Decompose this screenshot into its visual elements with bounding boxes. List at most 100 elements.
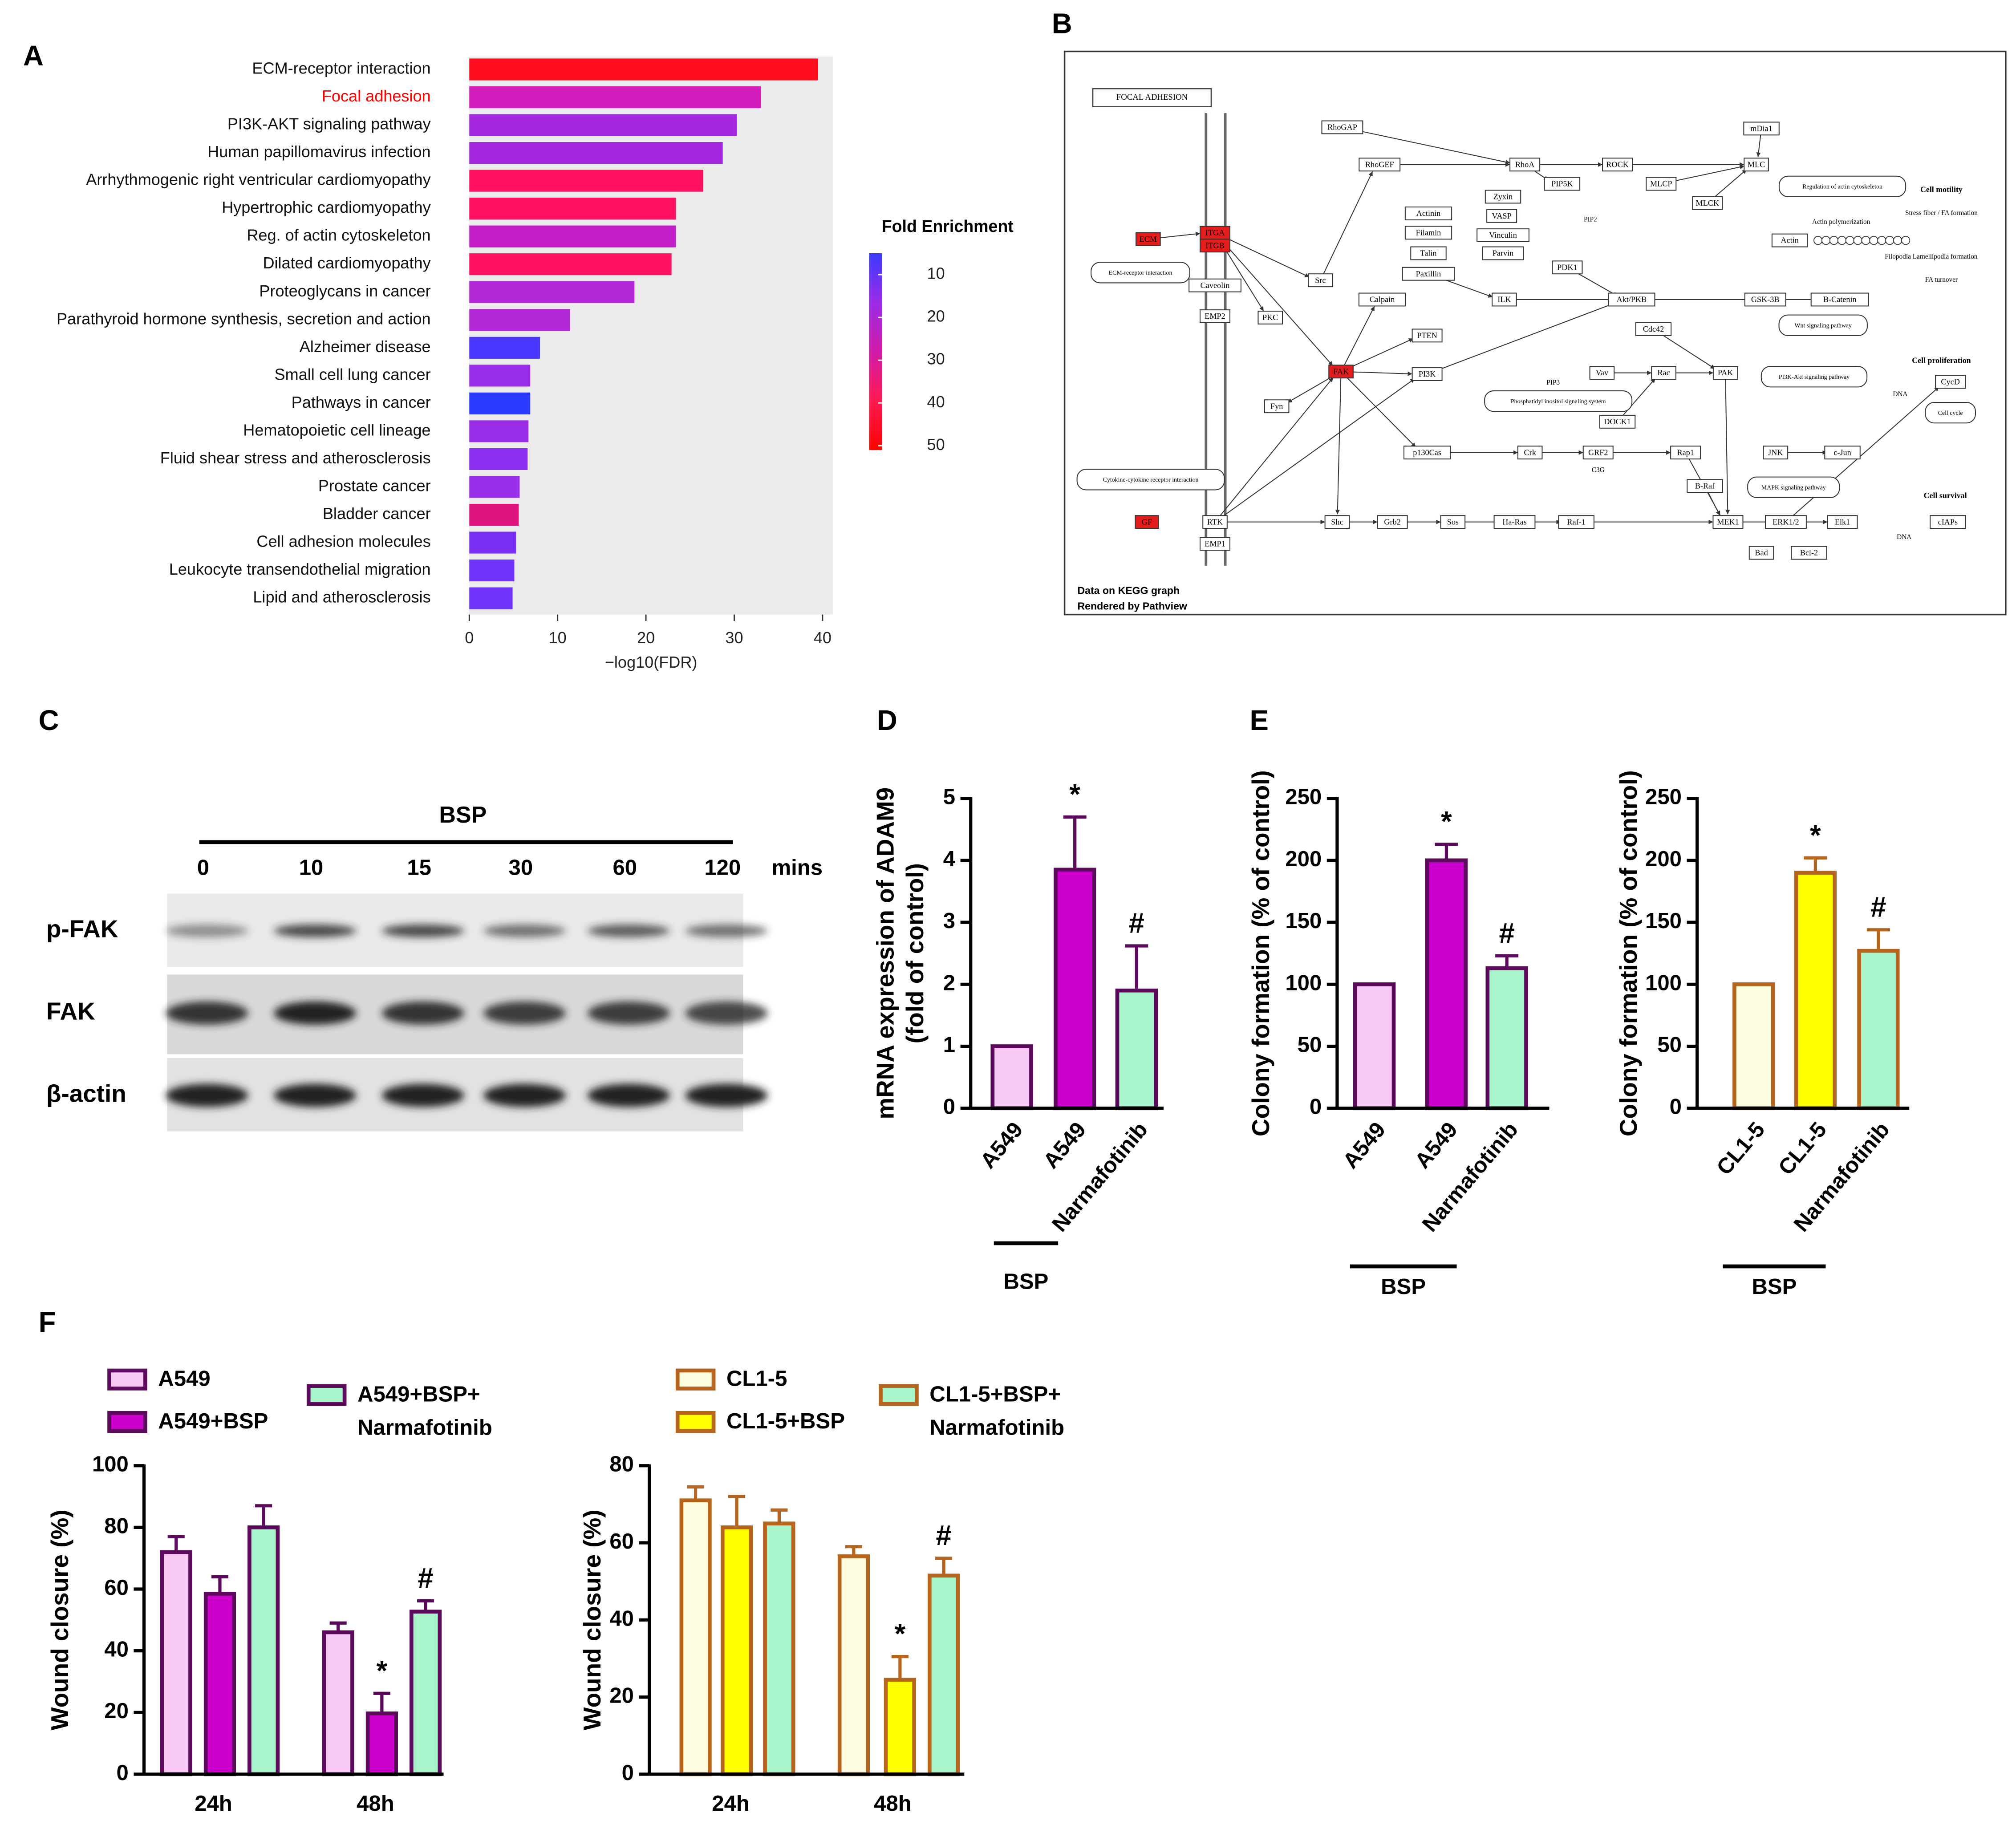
gene-box — [1377, 515, 1408, 529]
x-tick-label: 24h — [712, 1792, 750, 1816]
legend-swatch — [675, 1411, 716, 1433]
y-tick-label: 200 — [1285, 847, 1322, 871]
gene-label: Bcl-2 — [1800, 548, 1818, 557]
gene-box — [1410, 246, 1447, 260]
blot-band — [483, 1002, 566, 1025]
y-tick-label: 60 — [104, 1576, 129, 1600]
gene-box — [1635, 322, 1672, 336]
bar — [927, 1574, 960, 1776]
y-tick-label: 50 — [1657, 1033, 1682, 1057]
bar — [160, 1550, 192, 1776]
gene-box — [1412, 367, 1443, 381]
gene-label: Vinculin — [1489, 231, 1517, 239]
gene-box — [1200, 537, 1231, 551]
actin-monomer — [1853, 236, 1862, 245]
gene-box — [1308, 273, 1333, 288]
y-tick-label: 50 — [1298, 1033, 1322, 1057]
y-tick-label: Small cell lung cancer — [275, 365, 431, 383]
panel-label: C — [39, 705, 59, 736]
gene-label: Grb2 — [1384, 517, 1400, 526]
gene-box — [1744, 158, 1769, 172]
pathway-map-box — [1760, 366, 1868, 388]
significance-mark: # — [418, 1562, 433, 1594]
bar — [469, 253, 672, 276]
blot-band — [381, 1002, 464, 1025]
treatment-label: BSP — [439, 802, 487, 828]
y-tick-label: Leukocyte transendothelial migration — [169, 560, 431, 578]
pathway-note: DNA — [1893, 390, 1907, 398]
y-tick-label: 4 — [943, 847, 956, 871]
gene-label: Shc — [1331, 517, 1343, 526]
pathway-note: Stress fiber / FA formation — [1905, 209, 1978, 217]
y-tick-label: 0 — [1310, 1095, 1322, 1119]
bar — [469, 476, 520, 498]
gene-label: EMP1 — [1205, 539, 1225, 548]
bar — [1353, 982, 1396, 1111]
gene-box — [1324, 515, 1350, 529]
bar — [837, 1554, 870, 1776]
y-tick-label: 100 — [1285, 971, 1322, 995]
gene-box — [1552, 260, 1583, 275]
gene-label: ITGA — [1205, 228, 1225, 237]
bar — [469, 560, 515, 582]
blot-band — [685, 924, 768, 937]
pathway-footer: Rendered by Pathview — [1077, 600, 1187, 612]
gene-box — [1200, 226, 1231, 240]
time-unit: mins — [772, 856, 823, 880]
gene-box — [1440, 515, 1466, 529]
gene-box — [1492, 292, 1517, 307]
gene-box — [1257, 310, 1283, 324]
significance-mark: * — [1441, 806, 1452, 837]
blot-band — [166, 1002, 248, 1025]
x-tick-label: 20 — [637, 629, 655, 647]
gene-label: Cdc42 — [1643, 324, 1664, 333]
panel-label: B — [1052, 8, 1072, 40]
x-tick-label: 48h — [357, 1792, 394, 1816]
gene-box — [1670, 446, 1701, 460]
gene-box — [1791, 546, 1827, 560]
pathway-title: FOCAL ADHESION — [1116, 93, 1188, 102]
gene-label: Akt/PKB — [1616, 295, 1647, 304]
blot-row-label: β-actin — [46, 1079, 126, 1107]
y-tick-label: Alzheimer disease — [300, 337, 431, 356]
bar — [1054, 868, 1096, 1111]
gene-box — [1712, 515, 1744, 529]
gene-box — [1930, 515, 1966, 529]
gene-box — [1544, 177, 1581, 191]
gene-box — [1602, 158, 1633, 172]
pathway-edge — [1785, 386, 1939, 523]
pathway-map-box — [1091, 262, 1190, 284]
gene-box — [1403, 446, 1451, 460]
gene-label: RhoGAP — [1327, 123, 1357, 132]
bar — [1425, 858, 1468, 1111]
gene-box — [1558, 515, 1594, 529]
gene-label: RTK — [1207, 517, 1223, 526]
pathway-map-label: Wnt signaling pathway — [1794, 322, 1852, 328]
gene-label: CycD — [1941, 377, 1959, 386]
gene-label: Bad — [1755, 548, 1768, 557]
bar — [469, 365, 531, 387]
pathway-map-box — [1778, 175, 1906, 197]
blot-band — [588, 1083, 670, 1107]
gene-label: Raf-1 — [1567, 517, 1585, 526]
y-tick-label: 60 — [609, 1529, 634, 1553]
time-label: 15 — [407, 856, 431, 880]
gene-label: PTEN — [1417, 331, 1437, 340]
group-label: BSP — [1752, 1275, 1797, 1299]
gene-label: Filamin — [1416, 228, 1441, 237]
gene-box — [1493, 515, 1536, 529]
bar — [1857, 949, 1900, 1111]
y-tick-label: Arrhythmogenic right ventricular cardiom… — [86, 170, 430, 189]
bar — [247, 1525, 280, 1776]
blot-band — [274, 924, 357, 937]
gene-box — [1651, 366, 1676, 380]
bar — [884, 1678, 916, 1776]
gene-box — [1404, 207, 1452, 220]
pathway-edge — [1725, 373, 1730, 515]
gene-box — [1771, 233, 1808, 247]
pathway-map-label: ECM-receptor interaction — [1109, 269, 1172, 276]
actin-monomer — [1813, 236, 1823, 245]
pathway-edge — [1340, 306, 1375, 372]
pathway-map-label: Cell cycle — [1938, 410, 1963, 416]
pathway-map-label: Cytokine-cytokine receptor interaction — [1103, 476, 1199, 483]
